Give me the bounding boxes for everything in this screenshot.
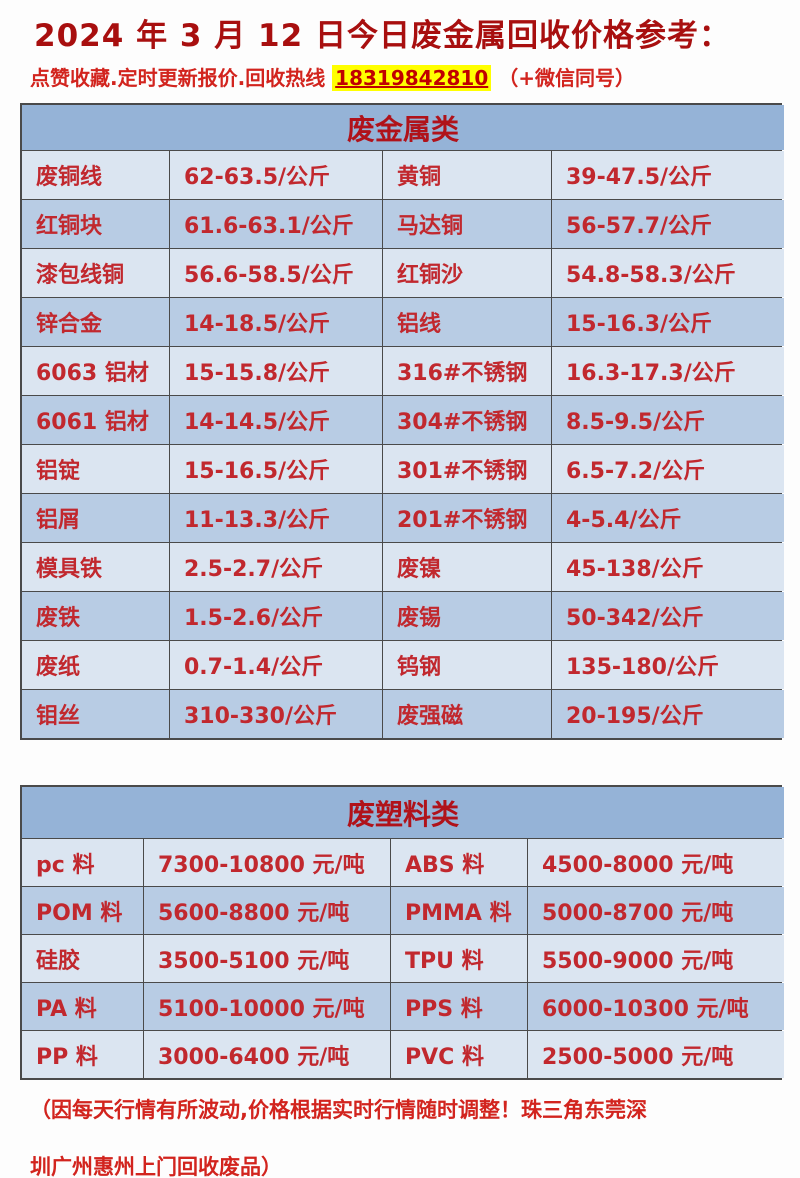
item-name-cell: 废铜线: [22, 151, 169, 199]
item-name-cell: 漆包线铜: [22, 249, 169, 297]
item-name-cell: 锌合金: [22, 298, 169, 346]
item-price-cell: 39-47.5/公斤: [552, 151, 784, 199]
item-price-cell: 56.6-58.5/公斤: [170, 249, 382, 297]
item-name-cell: 铝屑: [22, 494, 169, 542]
footer-line-2: 圳广州惠州上门回收废品）: [30, 1155, 282, 1178]
item-name-cell: 废铁: [22, 592, 169, 640]
item-price-cell: 61.6-63.1/公斤: [170, 200, 382, 248]
item-name-cell: 201#不锈钢: [383, 494, 551, 542]
item-name-cell: 废镍: [383, 543, 551, 591]
plastic-table-title: 废塑料类: [22, 787, 784, 838]
item-name-cell: 废强磁: [383, 690, 551, 738]
item-price-cell: 16.3-17.3/公斤: [552, 347, 784, 395]
item-name-cell: 模具铁: [22, 543, 169, 591]
item-price-cell: 15-16.5/公斤: [170, 445, 382, 493]
item-name-cell: PA 料: [22, 983, 143, 1030]
item-name-cell: PVC 料: [391, 1031, 527, 1078]
item-name-cell: 钼丝: [22, 690, 169, 738]
footer-note: （因每天行情有所波动,价格根据实时行情随时调整！珠三角东莞深 圳广州惠州上门回收…: [30, 1082, 780, 1178]
item-price-cell: 3000-6400 元/吨: [144, 1031, 390, 1078]
item-price-cell: 45-138/公斤: [552, 543, 784, 591]
item-price-cell: 14-18.5/公斤: [170, 298, 382, 346]
item-name-cell: 硅胶: [22, 935, 143, 982]
item-price-cell: 2500-5000 元/吨: [528, 1031, 784, 1078]
subtitle-prefix: 点赞收藏.定时更新报价.回收热线: [30, 66, 333, 90]
item-name-cell: 铝线: [383, 298, 551, 346]
item-price-cell: 5000-8700 元/吨: [528, 887, 784, 934]
item-price-cell: 135-180/公斤: [552, 641, 784, 689]
plastic-price-table: 废塑料类 pc 料 7300-10800 元/吨 ABS 料 4500-8000 元/…: [20, 785, 784, 1080]
metal-price-table: 废金属类 废铜线 62-63.5/公斤 黄铜 39-47.5/公斤红铜块 61.6-63…: [20, 103, 784, 740]
item-price-cell: 14-14.5/公斤: [170, 396, 382, 444]
item-price-cell: 8.5-9.5/公斤: [552, 396, 784, 444]
item-name-cell: 304#不锈钢: [383, 396, 551, 444]
subtitle: 点赞收藏.定时更新报价.回收热线 18319842810 （+微信同号）: [30, 62, 790, 91]
item-price-cell: 3500-5100 元/吨: [144, 935, 390, 982]
item-price-cell: 6.5-7.2/公斤: [552, 445, 784, 493]
item-name-cell: 6063 铝材: [22, 347, 169, 395]
item-price-cell: 5500-9000 元/吨: [528, 935, 784, 982]
item-price-cell: 7300-10800 元/吨: [144, 839, 390, 886]
subtitle-suffix: （+微信同号）: [498, 66, 635, 90]
item-price-cell: 15-15.8/公斤: [170, 347, 382, 395]
item-price-cell: 50-342/公斤: [552, 592, 784, 640]
item-name-cell: ABS 料: [391, 839, 527, 886]
item-name-cell: TPU 料: [391, 935, 527, 982]
item-price-cell: 4-5.4/公斤: [552, 494, 784, 542]
item-price-cell: 0.7-1.4/公斤: [170, 641, 382, 689]
item-name-cell: 马达铜: [383, 200, 551, 248]
item-price-cell: 15-16.3/公斤: [552, 298, 784, 346]
item-name-cell: 301#不锈钢: [383, 445, 551, 493]
item-price-cell: 62-63.5/公斤: [170, 151, 382, 199]
item-name-cell: 红铜沙: [383, 249, 551, 297]
item-name-cell: 6061 铝材: [22, 396, 169, 444]
item-name-cell: 钨钢: [383, 641, 551, 689]
item-price-cell: 11-13.3/公斤: [170, 494, 382, 542]
footer-line-1: （因每天行情有所波动,价格根据实时行情随时调整！珠三角东莞深: [30, 1098, 647, 1122]
item-price-cell: 1.5-2.6/公斤: [170, 592, 382, 640]
item-price-cell: 5100-10000 元/吨: [144, 983, 390, 1030]
phone-link[interactable]: 18319842810: [332, 65, 492, 91]
item-price-cell: 4500-8000 元/吨: [528, 839, 784, 886]
metal-table-title: 废金属类: [22, 105, 784, 150]
item-price-cell: 310-330/公斤: [170, 690, 382, 738]
item-price-cell: 20-195/公斤: [552, 690, 784, 738]
item-name-cell: 废锡: [383, 592, 551, 640]
item-name-cell: 铝锭: [22, 445, 169, 493]
item-name-cell: 废纸: [22, 641, 169, 689]
item-name-cell: 黄铜: [383, 151, 551, 199]
item-price-cell: 5600-8800 元/吨: [144, 887, 390, 934]
item-price-cell: 56-57.7/公斤: [552, 200, 784, 248]
item-price-cell: 54.8-58.3/公斤: [552, 249, 784, 297]
item-name-cell: 红铜块: [22, 200, 169, 248]
item-name-cell: PP 料: [22, 1031, 143, 1078]
item-price-cell: 6000-10300 元/吨: [528, 983, 784, 1030]
item-name-cell: POM 料: [22, 887, 143, 934]
item-name-cell: PPS 料: [391, 983, 527, 1030]
page-title: 2024 年 3 月 12 日今日废金属回收价格参考：: [34, 18, 731, 54]
item-name-cell: PMMA 料: [391, 887, 527, 934]
item-name-cell: 316#不锈钢: [383, 347, 551, 395]
item-price-cell: 2.5-2.7/公斤: [170, 543, 382, 591]
item-name-cell: pc 料: [22, 839, 143, 886]
